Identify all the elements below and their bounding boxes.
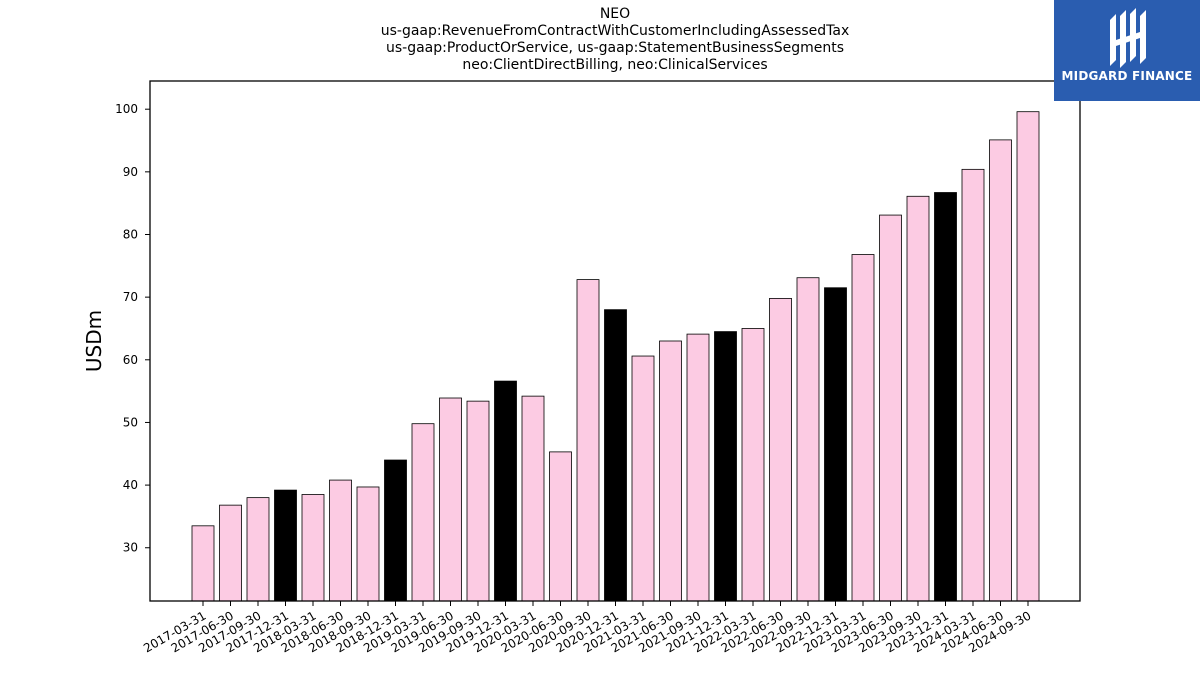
bar	[879, 214, 902, 602]
chart-title: NEO us-gaap:RevenueFromContractWithCusto…	[150, 6, 1080, 74]
bar	[769, 297, 792, 602]
chart-title-line: NEO	[599, 6, 631, 22]
bar	[604, 309, 627, 602]
bar	[301, 494, 325, 602]
bar	[191, 525, 215, 602]
bar	[851, 254, 875, 602]
y-tick-label: 30	[123, 541, 138, 555]
bar	[384, 459, 407, 602]
bar	[686, 333, 710, 602]
y-tick-label: 50	[123, 415, 138, 429]
bar	[466, 400, 490, 602]
bars	[191, 111, 1040, 602]
y-tick-label: 40	[123, 478, 138, 492]
bar	[989, 139, 1012, 602]
bar	[356, 486, 380, 602]
bar	[714, 331, 737, 602]
bar	[494, 380, 517, 602]
bar	[329, 479, 352, 602]
bar	[274, 489, 297, 602]
y-tick-label: 100	[115, 102, 138, 116]
bar	[824, 287, 847, 602]
y-tick-label: 60	[123, 353, 138, 367]
chart-subtitle-line: us-gaap:RevenueFromContractWithCustomerI…	[380, 23, 850, 39]
y-axis-label: USDm	[82, 310, 106, 372]
plot-frame	[149, 80, 1081, 602]
y-tick-label: 90	[123, 165, 138, 179]
bar	[631, 355, 655, 602]
bar	[961, 168, 985, 602]
logo-text: MIDGARD FINANCE	[1061, 69, 1193, 83]
bar	[219, 504, 242, 602]
bar	[576, 279, 600, 602]
bar	[521, 395, 545, 602]
bar	[934, 192, 957, 602]
y-tick-label: 80	[123, 227, 138, 241]
bar	[439, 397, 462, 602]
bar	[549, 451, 572, 602]
midgard-finance-logo: MIDGARD FINANCE	[1054, 0, 1200, 101]
y-tick-label: 70	[123, 290, 138, 304]
bar	[906, 195, 930, 602]
bar	[1016, 111, 1040, 602]
bar	[411, 423, 435, 602]
bar	[246, 497, 270, 602]
bar	[796, 277, 820, 602]
chart-subtitle-line: neo:ClientDirectBilling, neo:ClinicalSer…	[462, 57, 768, 73]
bar	[659, 340, 682, 602]
bar	[741, 328, 765, 602]
chart-subtitle-line: us-gaap:ProductOrService, us-gaap:Statem…	[385, 40, 844, 56]
midgard-logo-icon	[1054, 0, 1200, 101]
